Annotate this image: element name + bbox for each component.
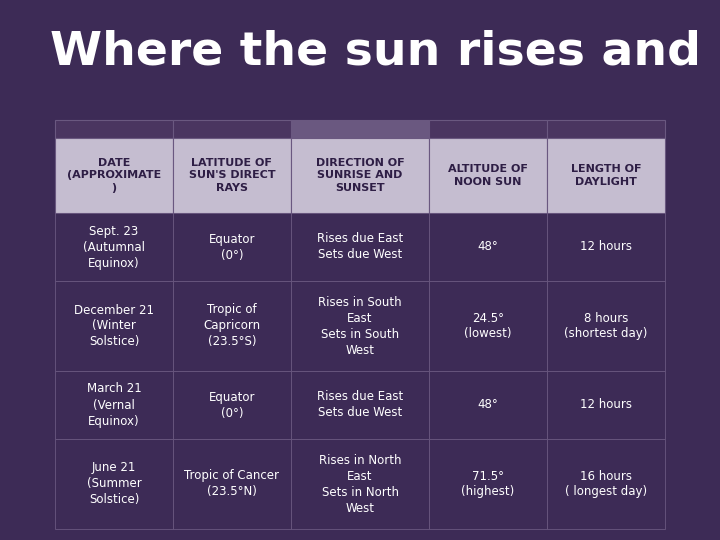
Text: DATE
(APPROXIMATE
): DATE (APPROXIMATE ) xyxy=(67,158,161,193)
Text: 12 hours: 12 hours xyxy=(580,240,632,253)
Bar xyxy=(291,439,429,529)
Bar xyxy=(547,371,665,439)
Bar xyxy=(547,120,665,138)
Text: 71.5°
(highest): 71.5° (highest) xyxy=(462,469,515,498)
Text: Rises in South
East
Sets in South
West: Rises in South East Sets in South West xyxy=(318,295,402,356)
Text: 16 hours
( longest day): 16 hours ( longest day) xyxy=(565,469,647,498)
Bar xyxy=(429,213,547,281)
Bar xyxy=(173,120,291,138)
Text: Equator
(0°): Equator (0°) xyxy=(209,390,255,420)
Bar xyxy=(173,138,291,213)
Bar xyxy=(55,281,173,371)
Text: Rises in North
East
Sets in North
West: Rises in North East Sets in North West xyxy=(319,454,401,515)
Bar xyxy=(429,138,547,213)
Text: ALTITUDE OF
NOON SUN: ALTITUDE OF NOON SUN xyxy=(448,164,528,187)
Bar xyxy=(55,213,173,281)
Bar xyxy=(547,213,665,281)
Bar xyxy=(547,439,665,529)
Text: Sept. 23
(Autumnal
Equinox): Sept. 23 (Autumnal Equinox) xyxy=(83,225,145,269)
Bar xyxy=(173,371,291,439)
Text: Equator
(0°): Equator (0°) xyxy=(209,233,255,261)
Text: 48°: 48° xyxy=(477,240,498,253)
Bar xyxy=(291,281,429,371)
Bar xyxy=(173,281,291,371)
Bar xyxy=(291,371,429,439)
Text: March 21
(Vernal
Equinox): March 21 (Vernal Equinox) xyxy=(86,382,141,428)
Text: December 21
(Winter
Solstice): December 21 (Winter Solstice) xyxy=(74,303,154,348)
Bar xyxy=(55,120,173,138)
Text: DIRECTION OF
SUNRISE AND
SUNSET: DIRECTION OF SUNRISE AND SUNSET xyxy=(315,158,405,193)
Bar xyxy=(429,439,547,529)
Text: 24.5°
(lowest): 24.5° (lowest) xyxy=(464,312,512,341)
Text: 12 hours: 12 hours xyxy=(580,399,632,411)
Bar xyxy=(547,138,665,213)
Text: Tropic of
Capricorn
(23.5°S): Tropic of Capricorn (23.5°S) xyxy=(203,303,261,348)
Text: Rises due East
Sets due West: Rises due East Sets due West xyxy=(317,390,403,420)
Bar xyxy=(291,138,429,213)
Bar xyxy=(55,439,173,529)
Bar xyxy=(547,281,665,371)
Text: 48°: 48° xyxy=(477,399,498,411)
Bar xyxy=(173,213,291,281)
Text: Tropic of Cancer
(23.5°N): Tropic of Cancer (23.5°N) xyxy=(184,469,279,498)
Bar xyxy=(173,439,291,529)
Bar xyxy=(55,138,173,213)
Text: LATITUDE OF
SUN'S DIRECT
RAYS: LATITUDE OF SUN'S DIRECT RAYS xyxy=(189,158,275,193)
Text: June 21
(Summer
Solstice): June 21 (Summer Solstice) xyxy=(86,462,141,507)
Bar xyxy=(291,120,429,138)
Bar xyxy=(429,371,547,439)
Text: 8 hours
(shortest day): 8 hours (shortest day) xyxy=(564,312,648,341)
Text: LENGTH OF
DAYLIGHT: LENGTH OF DAYLIGHT xyxy=(571,164,642,187)
Text: Where the sun rises and sets: Where the sun rises and sets xyxy=(50,30,720,75)
Bar xyxy=(429,281,547,371)
Text: Rises due East
Sets due West: Rises due East Sets due West xyxy=(317,233,403,261)
Bar xyxy=(55,371,173,439)
Bar xyxy=(429,120,547,138)
Bar xyxy=(291,213,429,281)
